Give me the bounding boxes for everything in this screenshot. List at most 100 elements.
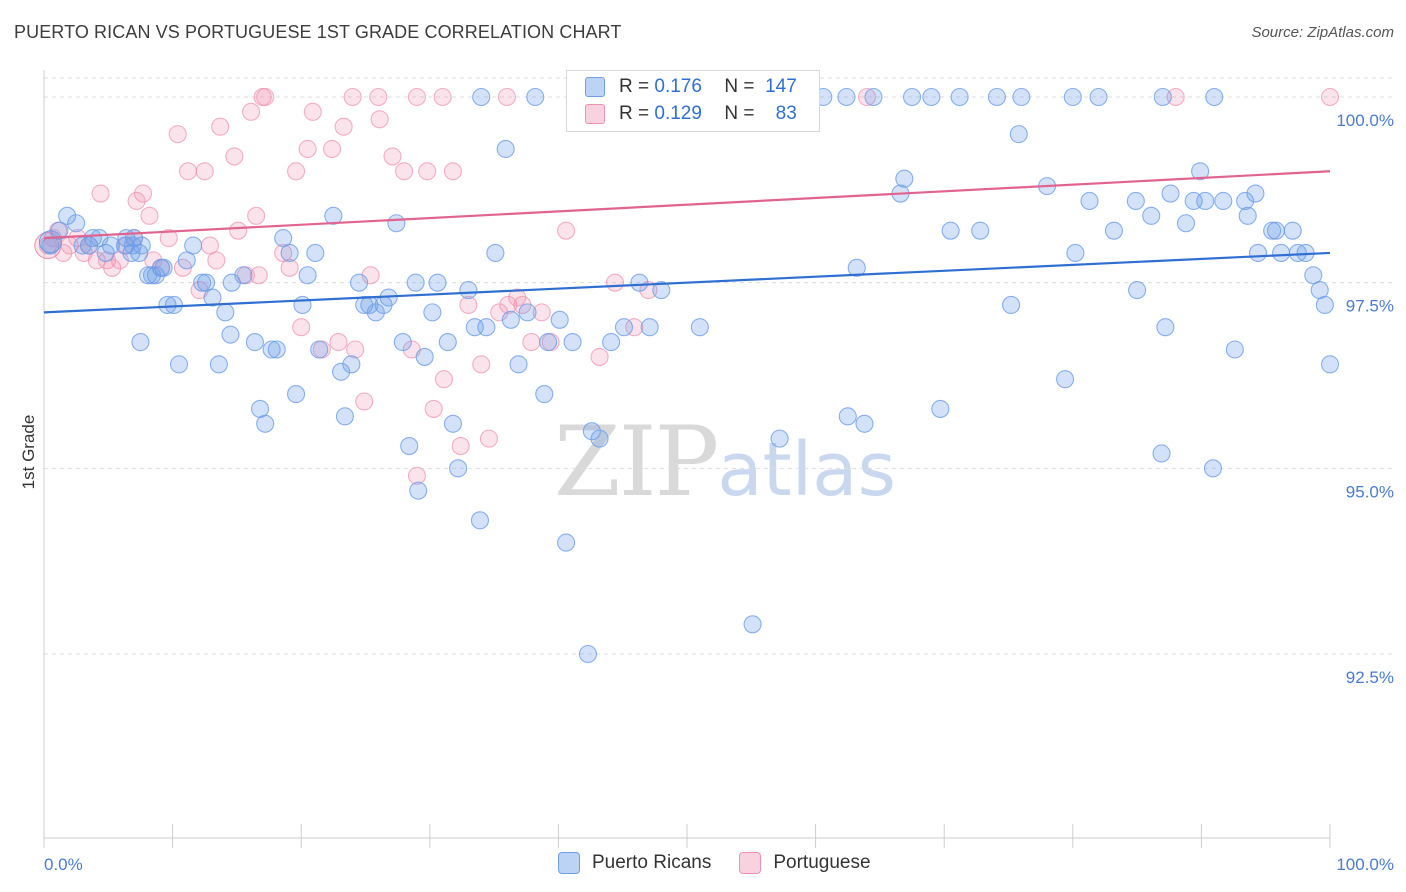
data-point-puerto-rican <box>590 429 609 448</box>
data-point-puerto-rican <box>690 318 709 337</box>
trend-lines <box>43 170 1331 314</box>
data-point-puerto-rican <box>393 333 412 352</box>
data-point-puerto-rican <box>1283 221 1302 240</box>
legend-swatch-blue <box>558 852 580 874</box>
data-point-portuguese <box>499 295 518 314</box>
data-point-portuguese <box>370 110 389 129</box>
legend-item-puerto-ricans[interactable]: Puerto Ricans <box>558 852 711 874</box>
data-point-puerto-rican <box>423 303 442 322</box>
data-point-puerto-rican <box>342 355 361 374</box>
data-point-puerto-rican <box>602 333 621 352</box>
watermark-atlas: atlas <box>717 427 897 513</box>
data-point-puerto-rican <box>415 347 434 366</box>
data-point-puerto-rican <box>950 87 969 107</box>
data-point-puerto-rican <box>1315 295 1334 314</box>
data-point-puerto-rican <box>132 236 151 255</box>
data-point-puerto-rican <box>1012 87 1031 107</box>
data-point-puerto-rican <box>400 437 419 456</box>
data-point-puerto-rican <box>1056 370 1075 389</box>
legend-r-label: R = <box>619 103 650 124</box>
data-point-puerto-rican <box>652 281 671 300</box>
data-point-puerto-rican <box>221 325 240 344</box>
data-point-puerto-rican <box>1128 281 1147 300</box>
data-point-puerto-rican <box>1161 184 1180 203</box>
data-point-puerto-rican <box>1142 206 1161 225</box>
data-point-puerto-rican <box>743 615 762 634</box>
data-point-puerto-rican <box>1266 221 1286 240</box>
data-point-puerto-rican <box>332 362 351 381</box>
data-point-puerto-rican <box>245 333 264 352</box>
data-point-puerto-rican <box>1238 206 1257 225</box>
data-point-puerto-rican <box>1080 191 1099 211</box>
data-point-portuguese <box>479 429 499 448</box>
data-point-puerto-rican <box>131 333 150 352</box>
data-point-puerto-rican <box>67 214 86 233</box>
data-point-puerto-rican <box>535 385 554 404</box>
data-point-puerto-rican <box>864 87 883 107</box>
data-point-portuguese <box>287 162 306 181</box>
data-point-puerto-rican <box>1002 295 1021 314</box>
data-point-portuguese <box>91 184 110 203</box>
data-point-puerto-rican <box>550 310 569 329</box>
data-point-puerto-rican <box>158 295 177 314</box>
data-point-puerto-rican <box>1272 243 1291 263</box>
puerto-rican-points <box>38 87 1340 664</box>
chart-title: PUERTO RICAN VS PORTUGUESE 1ST GRADE COR… <box>14 22 622 42</box>
data-point-puerto-rican <box>83 229 102 248</box>
data-point-portuguese <box>229 221 248 240</box>
data-point-puerto-rican <box>1126 191 1145 211</box>
data-point-puerto-rican <box>640 318 659 337</box>
tick-labels: 92.5% 95.0% 97.5% 100.0% 0.0% 100.0% <box>44 111 1394 874</box>
data-point-portuguese <box>355 392 374 411</box>
data-point-puerto-rican <box>387 214 406 233</box>
data-point-portuguese <box>225 147 244 166</box>
data-point-puerto-rican <box>459 281 478 300</box>
data-point-portuguese <box>522 333 541 352</box>
legend-item-portuguese[interactable]: Portuguese <box>739 852 871 874</box>
grid-lines <box>44 77 1394 655</box>
data-point-portuguese <box>857 87 877 107</box>
data-point-puerto-rican-cluster <box>38 230 62 254</box>
data-point-portuguese <box>195 162 214 181</box>
data-point-puerto-rican <box>1225 340 1244 359</box>
data-point-portuguese <box>249 266 268 285</box>
data-point-puerto-rican <box>847 258 866 277</box>
data-point-puerto-rican <box>931 399 950 418</box>
data-point-portuguese <box>343 87 362 107</box>
data-point-portuguese <box>459 295 478 314</box>
data-point-puerto-rican <box>614 318 634 337</box>
data-point-portuguese <box>369 87 388 107</box>
data-point-puerto-rican <box>855 414 874 433</box>
data-point-puerto-rican <box>350 273 369 292</box>
data-point-puerto-rican <box>1152 444 1171 463</box>
data-point-puerto-rican <box>216 303 235 322</box>
data-point-puerto-rican <box>438 333 457 352</box>
data-point-portuguese <box>159 229 178 248</box>
y-tick-label: 95.0% <box>1346 482 1394 501</box>
data-point-portuguese <box>303 102 322 121</box>
data-point-puerto-rican <box>1063 87 1082 107</box>
data-point-puerto-rican <box>895 169 914 188</box>
data-point-puerto-rican <box>443 414 462 433</box>
data-point-puerto-rican <box>293 295 312 314</box>
data-point-portuguese <box>451 437 470 456</box>
data-point-puerto-rican <box>406 273 425 292</box>
data-point-portuguese <box>298 139 317 159</box>
data-point-portuguese <box>241 102 261 121</box>
data-point-portuguese <box>407 87 426 107</box>
data-point-puerto-rican <box>169 355 189 374</box>
data-point-puerto-rican <box>1191 162 1210 181</box>
data-point-portuguese <box>1166 87 1185 107</box>
data-point-puerto-rican <box>203 288 222 307</box>
data-point-puerto-rican <box>557 533 576 552</box>
legend-r-value: 0.176 <box>654 76 702 97</box>
data-point-portuguese <box>323 139 342 159</box>
data-point-puerto-rican <box>280 243 299 263</box>
data-point-puerto-rican <box>1205 87 1224 107</box>
data-point-portuguese <box>127 191 146 211</box>
legend-n-value: 147 <box>765 76 797 97</box>
data-point-portuguese <box>334 117 353 136</box>
watermark-zip: ZIP <box>554 406 719 518</box>
data-point-puerto-rican <box>971 221 990 240</box>
